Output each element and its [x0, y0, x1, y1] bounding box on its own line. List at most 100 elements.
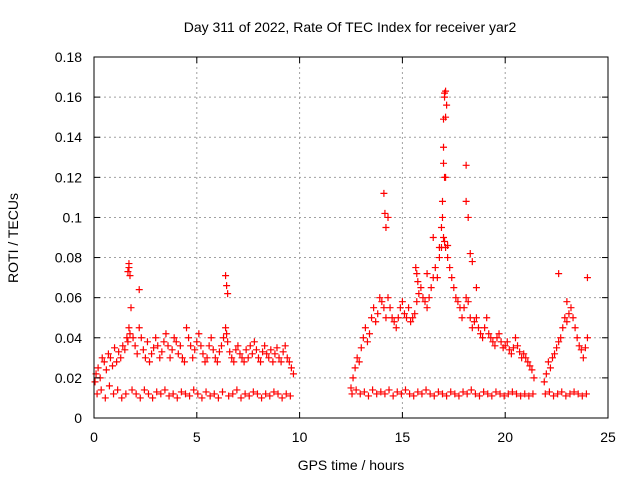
data-point	[113, 358, 121, 366]
data-point	[154, 342, 162, 350]
data-point	[550, 392, 558, 400]
data-point	[525, 392, 533, 400]
data-point	[429, 234, 437, 241]
x-tick-label: 10	[292, 429, 308, 445]
y-tick-label: 0.1	[63, 209, 83, 225]
data-point	[242, 346, 250, 354]
data-point	[355, 358, 363, 366]
data-point	[214, 394, 222, 402]
data-point	[380, 304, 388, 312]
data-point	[170, 334, 178, 342]
data-point	[575, 342, 583, 350]
data-point	[119, 342, 127, 350]
data-point	[351, 364, 359, 372]
data-point	[443, 392, 451, 400]
data-point	[492, 388, 500, 396]
data-point	[91, 378, 99, 386]
data-point	[129, 334, 137, 342]
data-point	[232, 346, 240, 354]
data-point	[353, 354, 361, 362]
data-point	[493, 334, 501, 342]
data-point	[270, 388, 278, 396]
plot-frame	[93, 56, 609, 419]
data-point	[197, 342, 205, 350]
data-point	[505, 346, 513, 354]
data-point	[106, 354, 114, 362]
data-point	[226, 348, 234, 356]
data-point	[289, 370, 297, 378]
data-point	[148, 350, 156, 358]
data-point	[454, 298, 462, 306]
data-point	[522, 354, 530, 362]
data-point	[406, 390, 414, 398]
x-tick-label: 20	[497, 429, 513, 445]
data-point	[228, 354, 236, 362]
data-point	[181, 390, 189, 398]
y-tick-label: 0.06	[55, 290, 82, 306]
data-point	[194, 390, 202, 398]
y-axis-label: ROTI / TECUs	[5, 193, 21, 283]
data-point	[467, 386, 475, 394]
data-point	[462, 294, 470, 302]
data-point	[177, 388, 185, 396]
data-point	[135, 324, 143, 332]
data-point	[472, 314, 480, 322]
data-point	[287, 364, 295, 372]
data-point	[477, 330, 485, 338]
data-point	[369, 386, 377, 394]
data-point	[448, 274, 456, 282]
data-point	[451, 390, 459, 398]
data-point	[259, 348, 267, 356]
data-point	[124, 268, 132, 276]
data-point	[555, 338, 563, 346]
x-tick-label: 5	[193, 429, 201, 445]
data-point	[286, 392, 294, 400]
data-point	[403, 314, 411, 322]
data-point	[470, 318, 478, 326]
data-point	[414, 278, 422, 286]
data-point	[225, 392, 233, 400]
data-point	[521, 390, 529, 398]
data-point	[210, 390, 218, 398]
data-point	[347, 384, 355, 392]
data-point	[555, 270, 563, 278]
data-point	[582, 390, 590, 398]
data-point	[481, 324, 489, 332]
data-point	[452, 294, 460, 302]
data-point	[376, 294, 384, 302]
y-tick-label: 0.08	[55, 250, 82, 266]
data-point	[462, 197, 470, 205]
data-point	[158, 348, 166, 356]
data-point	[563, 298, 571, 306]
y-tick-label: 0.16	[55, 89, 82, 105]
data-point	[558, 388, 566, 396]
data-point	[133, 350, 141, 358]
data-point	[135, 286, 143, 294]
data-point	[283, 354, 291, 362]
data-point	[423, 270, 431, 278]
data-point	[460, 304, 468, 312]
data-point	[497, 338, 505, 346]
data-point	[545, 388, 553, 396]
data-point	[271, 350, 279, 358]
data-point	[419, 294, 427, 302]
data-points	[91, 87, 591, 402]
data-point	[476, 392, 483, 400]
data-point	[104, 350, 112, 358]
data-point	[254, 354, 262, 362]
data-point	[249, 388, 257, 396]
data-point	[526, 362, 534, 370]
data-point	[240, 358, 248, 366]
data-point	[250, 338, 258, 346]
grid-layer	[94, 57, 608, 418]
data-point	[468, 258, 476, 266]
data-point	[430, 392, 438, 400]
data-point	[153, 388, 161, 396]
data-point	[166, 354, 174, 362]
data-point	[125, 264, 133, 272]
data-point	[122, 390, 130, 398]
data-point	[557, 334, 565, 342]
data-point	[126, 272, 134, 280]
data-point	[563, 318, 571, 326]
